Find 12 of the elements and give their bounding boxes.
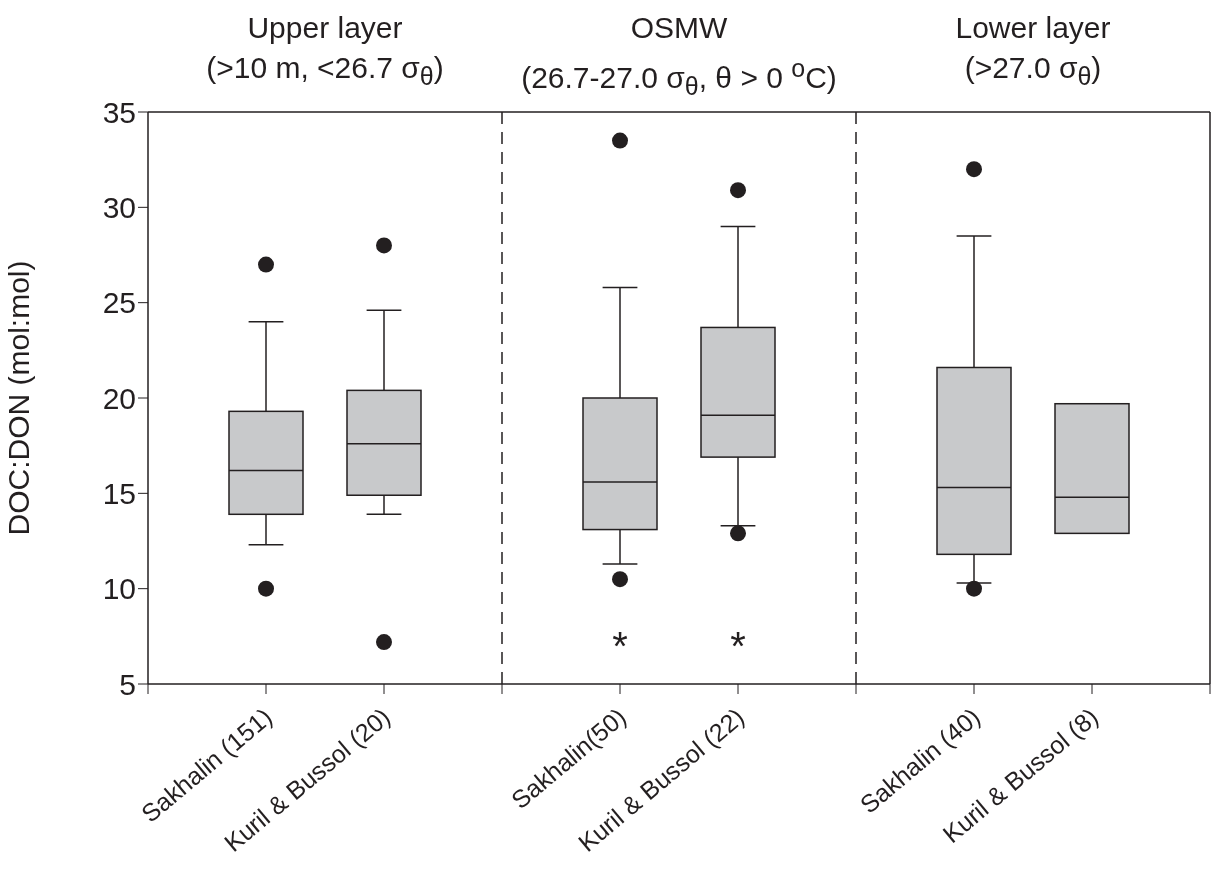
text: OSMW (26.7-27.0 σ$_{θ}$, θ > 0 $^{o}$C) — [520, 10, 838, 102]
y-tick-label: 15 — [102, 476, 136, 510]
y-tick-label: 10 — [102, 572, 136, 606]
text: Upper layer (>10 m, <26.7 σ$_{θ}$) — [206, 11, 444, 90]
y-tick-label: 5 — [119, 667, 136, 701]
y-tick-label: 20 — [102, 381, 136, 415]
y-tick-label: 25 — [102, 286, 136, 320]
text: * — [612, 624, 628, 668]
y-tick-label: 35 — [102, 95, 136, 129]
text: Lower layer (>27.0 σ$_{θ}$) — [955, 11, 1111, 90]
text: * — [730, 624, 746, 668]
y-tick-label: 30 — [102, 190, 136, 224]
